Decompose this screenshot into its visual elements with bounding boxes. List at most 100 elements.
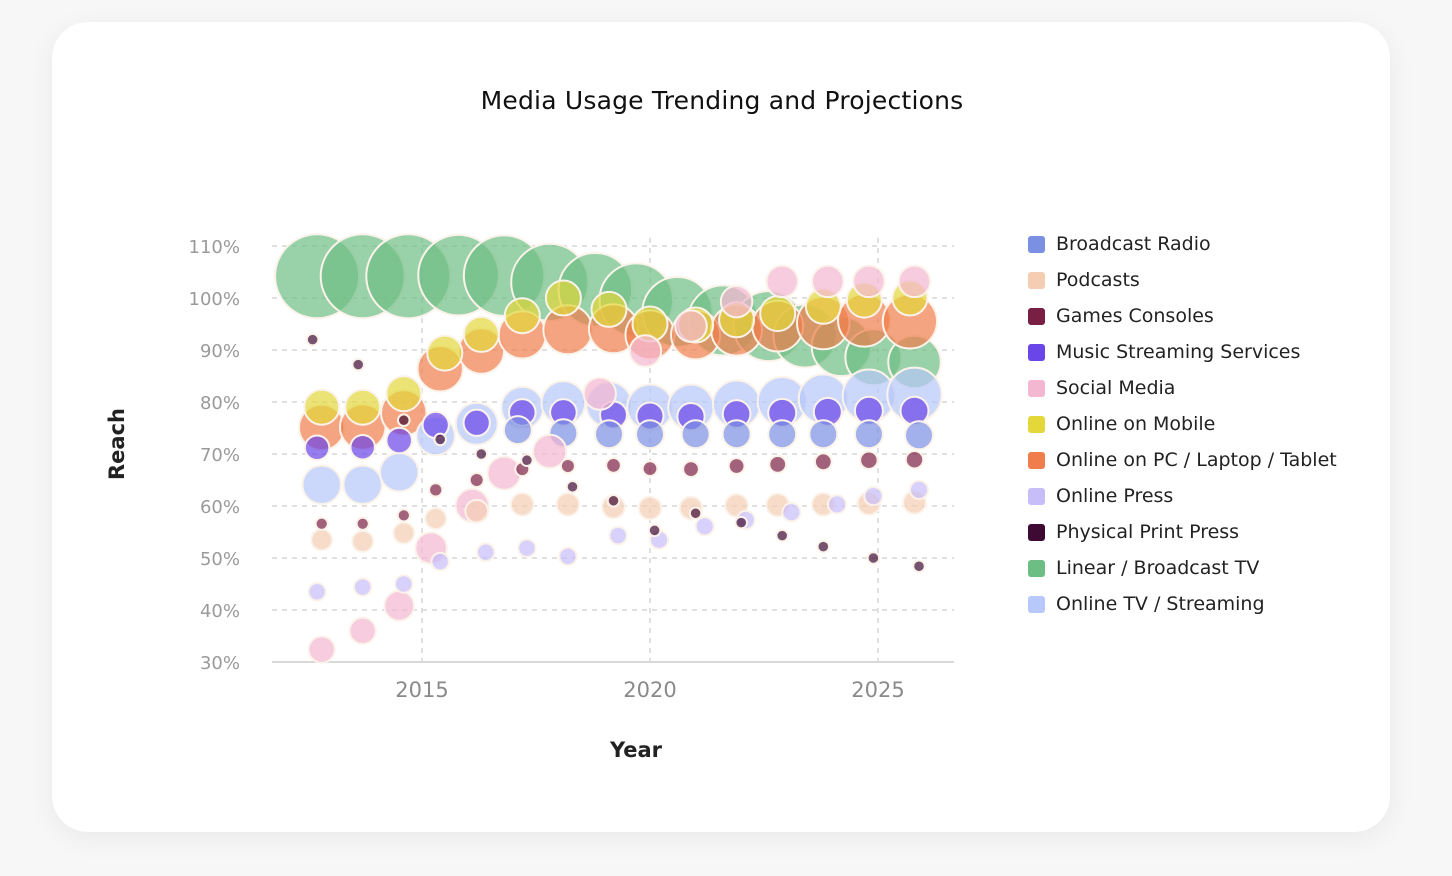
bubble-point <box>628 334 663 368</box>
y-tick-label: 90% <box>200 341 240 362</box>
bubble-point <box>558 546 578 567</box>
bubble-point <box>853 419 884 450</box>
legend-item[interactable]: Broadcast Radio <box>1028 226 1337 262</box>
bubble-point <box>344 388 382 426</box>
bubble-point <box>314 516 329 531</box>
bubble-point <box>811 264 845 299</box>
bubble-point <box>303 388 341 426</box>
legend-label: Online TV / Streaming <box>1056 593 1265 615</box>
bubble-point <box>908 479 930 500</box>
bubble-point <box>759 295 797 333</box>
bubble-point <box>503 297 541 335</box>
legend-item[interactable]: Online on Mobile <box>1028 406 1337 442</box>
bubble-point <box>555 492 581 517</box>
legend-item[interactable]: Linear / Broadcast TV <box>1028 550 1337 586</box>
bubble-point <box>682 460 700 478</box>
bubble-point <box>385 375 423 413</box>
bubble-point <box>852 264 886 299</box>
bubble-point <box>397 413 411 427</box>
bubble-point <box>424 507 448 530</box>
bubble-point <box>590 290 628 328</box>
legend-label: Games Consoles <box>1056 305 1214 327</box>
bubble-point <box>502 415 533 446</box>
y-tick-label: 60% <box>200 497 240 518</box>
bubble-point <box>392 521 416 545</box>
legend-label: Linear / Broadcast TV <box>1056 557 1260 579</box>
legend-swatch <box>1028 523 1045 541</box>
bubble-point <box>468 472 485 488</box>
bubble-point <box>385 426 413 455</box>
bubble-point <box>635 419 665 450</box>
bubble-point <box>301 464 342 505</box>
y-axis-label: Reach <box>105 408 129 480</box>
y-axis-ticks: 30% 40% 50% 60% 70% 80% 90% 100% 110% <box>189 237 240 674</box>
bubble-point <box>721 419 752 450</box>
legend-swatch <box>1028 451 1045 469</box>
bubble-point <box>582 376 617 411</box>
bubble-point <box>349 433 376 461</box>
legend-item[interactable]: Games Consoles <box>1028 298 1337 334</box>
bubble-point <box>674 309 708 343</box>
legend: Broadcast Radio Podcasts Games Consoles Mus… <box>1028 226 1337 622</box>
legend-item[interactable]: Music Streaming Services <box>1028 334 1337 370</box>
bubble-point <box>383 589 416 622</box>
y-tick-label: 100% <box>189 289 240 310</box>
bubble-point <box>863 486 884 507</box>
x-axis-label: Year <box>609 738 663 762</box>
legend-swatch <box>1028 595 1045 613</box>
bubble-point <box>476 542 496 563</box>
legend-item[interactable]: Physical Print Press <box>1028 514 1337 550</box>
legend-item[interactable]: Online TV / Streaming <box>1028 586 1337 622</box>
bubble-point <box>606 494 621 508</box>
y-tick-label: 70% <box>200 445 240 466</box>
bubble-point <box>305 332 320 347</box>
bubble-point <box>826 494 848 515</box>
bubble-point <box>719 284 754 319</box>
x-axis-ticks: 2015 2020 2025 <box>395 678 904 702</box>
bubble-point <box>565 480 580 494</box>
bubble-point <box>462 315 500 353</box>
bubble-point <box>351 529 375 553</box>
series-games-consoles <box>314 449 925 531</box>
legend-swatch <box>1028 271 1045 289</box>
bubble-point <box>307 635 336 664</box>
bubble-point <box>351 357 365 372</box>
y-tick-label: 30% <box>200 653 240 674</box>
bubble-point <box>605 457 622 474</box>
legend-label: Online Press <box>1056 485 1174 507</box>
bubble-point <box>517 538 537 558</box>
bubble-point <box>396 508 411 523</box>
legend-label: Broadcast Radio <box>1056 233 1211 255</box>
bubbles <box>274 233 943 664</box>
legend-label: Online on Mobile <box>1056 413 1216 435</box>
bubble-point <box>348 616 377 645</box>
legend-item[interactable]: Podcasts <box>1028 262 1337 298</box>
legend-swatch <box>1028 235 1045 253</box>
bubble-point <box>694 516 715 537</box>
bubble-point <box>912 559 926 574</box>
bubble-point <box>378 451 420 493</box>
bubble-point <box>904 449 925 470</box>
y-tick-label: 80% <box>200 393 240 414</box>
bubble-point <box>866 551 881 565</box>
y-tick-label: 50% <box>200 549 240 570</box>
legend-item[interactable]: Social Media <box>1028 370 1337 406</box>
bubble-point <box>464 498 490 524</box>
legend-item[interactable]: Online Press <box>1028 478 1337 514</box>
bubble-point <box>808 419 839 450</box>
bubble-point <box>433 432 447 447</box>
bubble-point <box>816 539 831 554</box>
chart-card <box>52 22 1390 832</box>
legend-label: Music Streaming Services <box>1056 341 1301 363</box>
bubble-point <box>303 434 331 462</box>
legend-item[interactable]: Online on PC / Laptop / Tablet <box>1028 442 1337 478</box>
bubble-point <box>509 492 535 517</box>
bubble-point <box>641 460 659 477</box>
bubble-point <box>426 334 464 372</box>
series-physical-print-press <box>305 332 926 574</box>
bubble-point <box>897 264 932 299</box>
bubble-point <box>474 447 489 461</box>
legend-swatch <box>1028 487 1045 505</box>
bubble-point <box>421 410 450 440</box>
bubble-point <box>532 433 568 470</box>
